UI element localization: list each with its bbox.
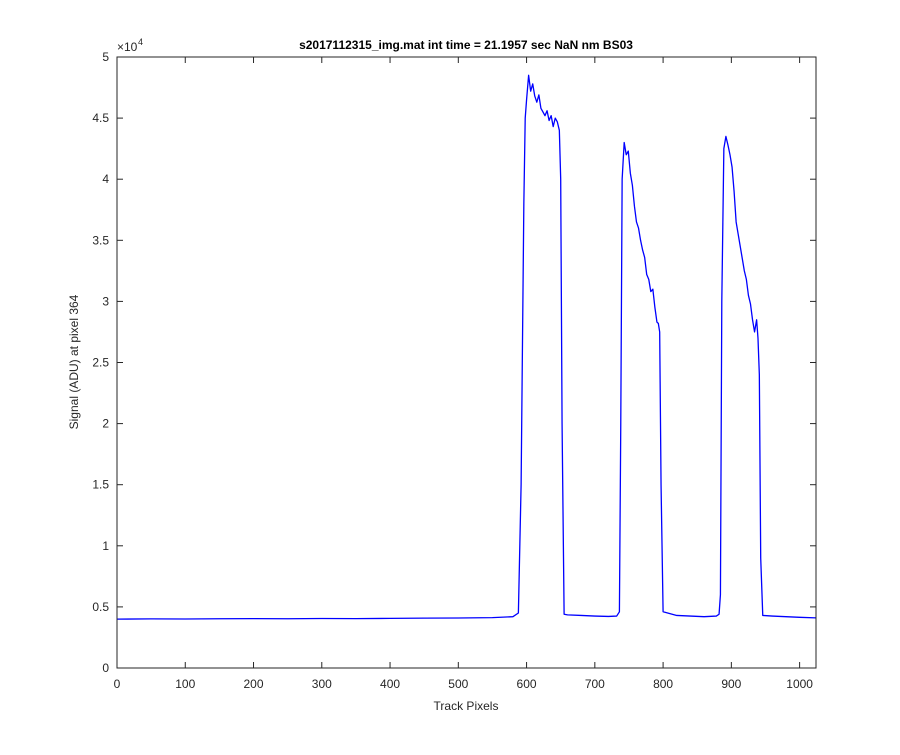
x-tick-label: 300 <box>312 677 332 691</box>
y-exponent-power: 4 <box>138 37 143 47</box>
plot-area <box>117 57 816 668</box>
ticks-layer: 0 100 200 300 400 500 600 700 800 900 1000 0 0.5 1 1.5… <box>92 50 816 691</box>
y-tick-label: 1.5 <box>92 478 109 492</box>
x-tick-label: 700 <box>585 677 605 691</box>
y-exponent-base: ×10 <box>117 40 138 54</box>
y-tick-label: 3.5 <box>92 233 109 247</box>
y-tick-label: 5 <box>102 50 109 64</box>
x-tick-label: 0 <box>114 677 121 691</box>
y-tick-label: 4.5 <box>92 111 109 125</box>
x-tick-label: 400 <box>380 677 400 691</box>
series-layer <box>116 74 817 620</box>
y-axis-label: Signal (ADU) at pixel 364 <box>67 294 81 429</box>
x-tick-label: 900 <box>721 677 741 691</box>
x-tick-label: 200 <box>244 677 264 691</box>
y-tick-label: 0 <box>102 661 109 675</box>
x-tick-label: 100 <box>175 677 195 691</box>
y-tick-label: 2 <box>102 417 109 431</box>
chart-title: s2017112315_img.mat int time = 21.1957 s… <box>299 38 633 52</box>
y-tick-label: 2.5 <box>92 356 109 370</box>
y-tick-label: 3 <box>102 294 109 308</box>
x-tick-label: 800 <box>653 677 673 691</box>
x-tick-label: 500 <box>448 677 468 691</box>
y-exponent: ×10 4 <box>117 37 143 54</box>
x-axis-label: Track Pixels <box>434 699 499 713</box>
y-tick-label: 4 <box>102 172 109 186</box>
y-tick-label: 0.5 <box>92 600 109 614</box>
series-line-0 <box>116 74 817 620</box>
x-tick-label: 600 <box>517 677 537 691</box>
x-tick-label: 1000 <box>786 677 813 691</box>
y-tick-label: 1 <box>102 539 109 553</box>
